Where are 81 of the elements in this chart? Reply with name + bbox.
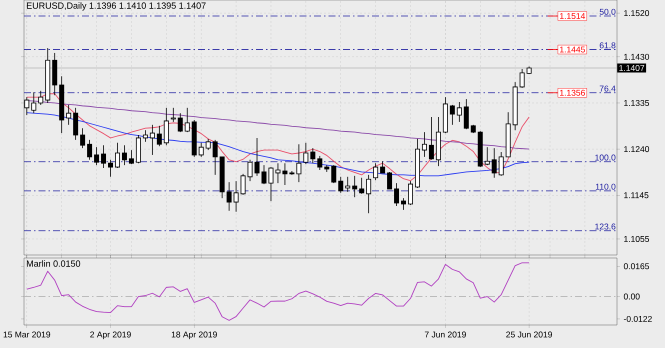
y-tick-label: -0.0122 [624,316,652,322]
candlestick [164,107,169,146]
y-tick-label: 0.0165 [624,263,650,270]
candlestick [352,175,358,198]
chart-title: EURUSD,Daily 1.1396 1.1410 1.1395 1.1407 [26,2,206,11]
y-tick-label: 1.1335 [624,100,650,106]
candlestick [178,112,183,133]
annotation: 110.0 [596,184,616,190]
candlestick [101,144,106,168]
candlestick [248,159,253,182]
candlestick [73,107,78,140]
candlestick [464,98,469,130]
candlestick [387,172,392,190]
annotation: 123.6 [595,224,616,230]
candlestick [380,160,386,174]
y-tick-label: 1.1240 [624,146,650,152]
candlestick [359,177,364,194]
ref-line-label: 1.1514 [560,13,586,19]
x-tick-label: 7 Jun 2019 [424,332,466,338]
candlestick [198,142,204,158]
ref-line-label: 1.1356 [560,90,585,96]
candlestick [184,107,190,133]
candlestick [234,180,239,212]
candlestick [394,182,400,206]
x-tick-label: 2 Apr 2019 [90,332,131,340]
candlestick [156,125,162,147]
candlestick [401,198,406,210]
y-tick-label: 0.00 [624,294,640,300]
candlestick [115,142,120,168]
candlestick [170,107,176,122]
candlestick [206,138,211,150]
candlestick [128,150,134,165]
candlestick [428,116,434,160]
candlestick [366,174,372,214]
candlestick [498,152,504,176]
candlestick [373,162,378,181]
candlestick [345,176,350,192]
candlestick [108,159,114,178]
annotation: 76.4 [600,86,616,92]
candlestick [492,148,497,178]
y-tick-label: 1.1055 [624,236,650,242]
candlestick [142,130,148,142]
x-tick-label: 25 Jun 2019 [506,332,552,338]
annotation: 61.8 [600,42,616,48]
candlestick [122,144,127,166]
candlestick [422,132,427,158]
candlestick [268,166,274,202]
candlestick [80,128,86,149]
candlestick [38,90,44,106]
candlestick [31,92,36,114]
candlestick [226,182,232,212]
x-tick-label: 15 Mar 2019 [4,332,50,338]
candlestick [212,139,218,176]
y-tick-label: 1.1145 [624,192,648,198]
candlestick [87,139,92,160]
candlestick [240,173,246,196]
candlestick [275,162,280,184]
candlestick [150,124,155,156]
annotation: 50.0 [600,8,616,15]
candlestick [303,142,308,165]
candlestick [520,68,525,88]
y-tick-label: 1.1430 [624,54,650,60]
x-tick-label: 18 Apr 2019 [172,332,217,340]
candlestick [24,96,30,116]
chart-title: Marlin 0.0150 [26,260,80,267]
candlestick [317,156,322,170]
candlestick [254,138,260,176]
candlestick [456,102,462,122]
candlestick [408,180,413,206]
annotation: 100.0 [595,154,616,161]
candlestick [310,148,316,164]
candlestick [66,104,72,126]
ref-line-label: 1.1407 [619,65,644,71]
candlestick [282,162,288,186]
ref-line-label: 1.1445 [560,46,585,52]
candlestick [262,164,266,184]
line-series [26,262,530,321]
y-tick-label: 1.1520 [624,10,650,16]
candlestick [94,146,100,166]
candlestick [450,104,455,126]
candlestick [296,144,302,183]
